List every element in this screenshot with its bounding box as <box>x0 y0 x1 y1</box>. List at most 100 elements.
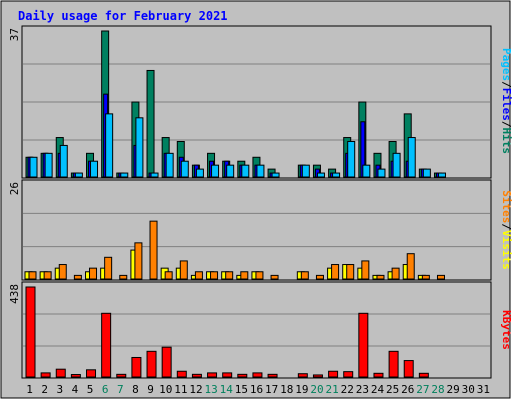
bar-pages-day-4 <box>74 172 83 178</box>
bar-kbytes-day-2 <box>40 372 51 378</box>
label-separator: / <box>500 121 512 128</box>
x-tick-label-day-30: 30 <box>462 383 475 396</box>
bar-kbytes-day-10 <box>161 346 172 378</box>
panel-y-label: Sites/Visits <box>500 190 512 270</box>
bar-sites-day-16 <box>255 271 264 280</box>
bar-kbytes-day-25 <box>388 350 399 378</box>
bar-sites-day-23 <box>361 260 370 280</box>
bar-pages-day-16 <box>256 164 265 178</box>
bar-kbytes-day-22 <box>343 371 354 378</box>
bar-sites-day-24 <box>376 274 385 280</box>
x-tick-label-day-5: 5 <box>87 383 94 396</box>
y-axis-max-label: 37 <box>8 28 21 41</box>
bar-sites-day-2 <box>43 271 52 280</box>
x-tick-label-day-27: 27 <box>416 383 429 396</box>
bar-sites-day-7 <box>119 274 128 280</box>
bar-kbytes-day-7 <box>116 373 127 378</box>
bar-kbytes-day-4 <box>70 374 81 378</box>
bar-pages-day-11 <box>180 160 189 178</box>
chart-panels: 37Pages/Files/Hits26Sites/Visits438KByte… <box>8 25 512 379</box>
panel-kbytes: 438 KBytes <box>8 281 512 379</box>
x-tick-label-day-14: 14 <box>220 383 234 396</box>
bar-kbytes-day-15 <box>237 373 248 378</box>
bar-pages-day-23 <box>362 164 371 178</box>
bar-kbytes-day-6 <box>101 312 112 378</box>
x-axis-tick-labels: 1 2 3 4 5 6 7 8 9 10 11 12 13 14 15 16 17 18 19 20 21 22 23 24 2… <box>26 383 490 396</box>
x-tick-label-day-10: 10 <box>159 383 172 396</box>
bar-kbytes-day-1 <box>25 286 36 378</box>
x-tick-label-day-3: 3 <box>57 383 64 396</box>
bar-hits-day-9 <box>146 69 155 178</box>
panel-plot-area <box>21 281 492 379</box>
panel-y-label: Pages/Files/Hits <box>500 48 512 154</box>
bar-kbytes-day-14 <box>222 372 233 378</box>
bar-sites-day-9 <box>149 220 158 280</box>
bar-kbytes-day-16 <box>252 372 263 378</box>
bar-pages-day-17 <box>271 172 280 178</box>
x-tick-label-day-4: 4 <box>72 383 79 396</box>
bar-kbytes-day-13 <box>207 372 218 378</box>
bar-pages-day-13 <box>211 164 220 178</box>
bar-kbytes-day-23 <box>358 312 369 378</box>
label-part-kbytes: KBytes <box>500 310 512 350</box>
bar-pages-day-2 <box>44 152 53 178</box>
bar-sites-day-17 <box>270 274 279 280</box>
label-part-pages: Pages <box>500 48 512 81</box>
bar-pages-day-25 <box>392 152 401 178</box>
x-tick-label-day-23: 23 <box>356 383 369 396</box>
bar-kbytes-day-12 <box>191 373 202 378</box>
bar-sites-day-26 <box>406 253 415 280</box>
y-axis-max-label: 438 <box>8 284 21 304</box>
bar-kbytes-day-3 <box>55 368 66 378</box>
x-tick-label-day-12: 12 <box>189 383 202 396</box>
bar-kbytes-day-9 <box>146 350 157 378</box>
bar-pages-day-24 <box>377 168 386 178</box>
bar-kbytes-day-5 <box>86 369 97 378</box>
bar-sites-day-1 <box>28 271 37 280</box>
bar-sites-day-5 <box>89 267 98 280</box>
bar-pages-day-14 <box>226 164 235 178</box>
bar-sites-day-27 <box>421 274 430 280</box>
label-part-sites: Sites <box>500 190 512 223</box>
bar-pages-day-8 <box>135 117 144 178</box>
x-tick-label-day-31: 31 <box>477 383 490 396</box>
x-tick-label-day-22: 22 <box>341 383 354 396</box>
x-tick-label-day-19: 19 <box>295 383 308 396</box>
bar-sites-day-4 <box>73 274 82 280</box>
panel-plot-area <box>21 179 492 281</box>
bar-sites-day-6 <box>104 256 113 280</box>
bar-sites-day-21 <box>331 264 340 280</box>
bar-kbytes-day-24 <box>373 372 384 378</box>
bar-sites-day-11 <box>179 260 188 280</box>
bar-pages-day-5 <box>90 160 99 178</box>
x-tick-label-day-15: 15 <box>235 383 248 396</box>
bar-sites-day-13 <box>210 271 219 280</box>
bar-kbytes-day-8 <box>131 356 142 378</box>
x-tick-label-day-6: 6 <box>102 383 109 396</box>
x-tick-label-day-20: 20 <box>310 383 323 396</box>
x-tick-label-day-26: 26 <box>401 383 414 396</box>
bar-kbytes-day-26 <box>403 360 414 378</box>
label-separator: / <box>500 223 512 230</box>
bar-kbytes-day-27 <box>418 372 429 378</box>
x-tick-label-day-17: 17 <box>265 383 278 396</box>
x-tick-label-day-28: 28 <box>431 383 444 396</box>
x-tick-label-day-16: 16 <box>250 383 263 396</box>
bar-pages-day-7 <box>120 172 129 178</box>
x-tick-label-day-2: 2 <box>41 383 48 396</box>
bar-kbytes-day-17 <box>267 373 278 378</box>
x-tick-label-day-8: 8 <box>132 383 139 396</box>
bar-sites-day-22 <box>346 264 355 280</box>
bar-kbytes-day-19 <box>297 373 308 378</box>
x-tick-label-day-25: 25 <box>386 383 399 396</box>
x-tick-label-day-9: 9 <box>147 383 154 396</box>
panel-y-label: KBytes <box>500 310 512 350</box>
bar-pages-day-22 <box>347 140 356 178</box>
bar-pages-day-27 <box>422 168 431 178</box>
bar-sites-day-25 <box>391 267 400 280</box>
bar-pages-day-9 <box>150 172 159 178</box>
bar-pages-day-26 <box>407 137 416 178</box>
